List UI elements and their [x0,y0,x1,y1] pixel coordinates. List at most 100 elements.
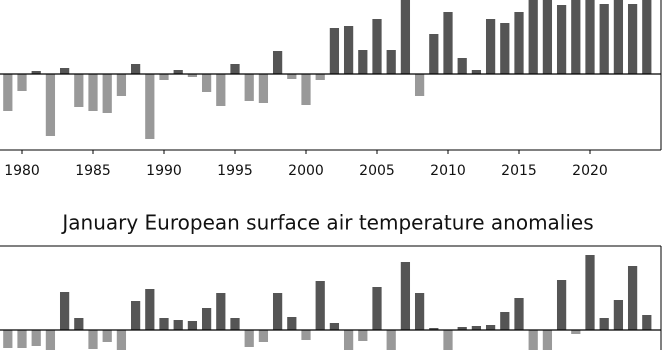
bar [443,12,453,74]
bar [642,0,652,74]
bar [31,71,41,74]
bar [329,323,340,330]
bar [386,330,396,350]
bar [571,0,581,74]
bars [3,0,652,139]
bar [45,330,56,350]
bar [429,34,439,74]
bar [500,23,510,74]
bar [400,0,411,74]
bars [3,255,652,350]
bar [258,330,269,342]
bar [230,318,240,330]
x-tick-label: 2020 [572,163,608,179]
bar [414,74,425,96]
bar [514,12,524,74]
bar [201,308,212,330]
bar [485,325,496,330]
bar [500,312,510,330]
bar [556,5,567,74]
bar [216,74,226,106]
bar [301,330,311,340]
bar [457,327,467,330]
bar [130,301,141,330]
bar [258,74,269,103]
bar [287,317,297,330]
x-tick-label: 2000 [288,163,324,179]
bar [102,74,112,113]
bar [556,280,567,330]
bar [116,330,127,350]
bar [244,74,254,101]
bar [585,0,595,74]
x-tick-label: 1980 [4,163,40,179]
bar [3,74,13,111]
bar [145,289,155,330]
bar [343,26,354,74]
x-tick-label: 1995 [217,163,253,179]
bar [613,300,624,330]
bar [31,330,41,346]
bar [88,74,98,111]
bar [627,266,638,330]
bar [599,4,609,74]
bar [386,50,396,74]
bar [88,330,98,349]
bar [59,292,70,330]
bar [599,318,609,330]
bar [471,70,482,74]
bar [201,74,212,92]
bar [429,328,439,330]
bar [471,326,482,330]
bar [585,255,595,330]
bar [74,318,84,330]
bar [3,330,13,348]
bar [642,315,652,330]
chart-title: January European surface air temperature… [60,211,593,235]
bar [414,293,425,330]
bar [571,330,581,334]
bar [45,74,56,136]
x-tick-label: 2015 [501,163,537,179]
bar [329,28,340,74]
bar [59,68,70,74]
bar [301,74,311,105]
bar [443,330,453,350]
bar [159,74,169,80]
bar [315,281,325,330]
bar [173,320,183,330]
bar [358,330,368,341]
bar [514,298,524,330]
bar [173,70,183,74]
bar [287,74,297,79]
bar [159,318,169,330]
x-tick-label: 1985 [75,163,111,179]
bar [613,0,624,74]
bar [457,58,467,74]
bar [216,293,226,330]
bar [187,74,198,77]
bar [17,74,27,91]
bar [343,330,354,350]
bar [187,321,198,330]
bar [528,0,538,74]
bar [542,330,553,350]
bar [315,74,325,80]
bar [372,287,382,330]
bar [627,4,638,74]
bar [145,74,155,139]
bar [130,64,141,74]
bar [272,293,283,330]
bar [485,19,496,74]
bar [17,330,27,348]
bar [244,330,254,347]
bar [542,0,553,74]
bar [272,51,283,74]
bar [230,64,240,74]
bar [528,330,538,350]
x-tick-label: 1990 [146,163,182,179]
x-tick-label: 2010 [430,163,466,179]
bar [74,74,84,107]
bar [400,262,411,330]
